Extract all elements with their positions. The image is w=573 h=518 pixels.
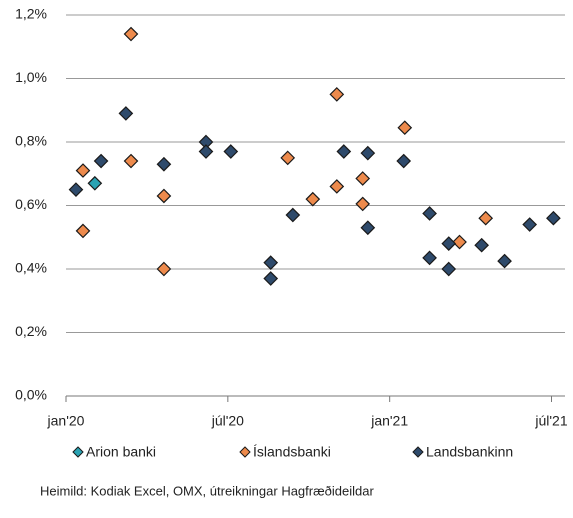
y-tick-label: 0,2% xyxy=(15,323,47,339)
point xyxy=(360,220,376,236)
point xyxy=(441,261,457,277)
point xyxy=(360,145,376,161)
point xyxy=(118,106,134,121)
y-tick-label: 0,4% xyxy=(15,260,47,276)
legend-label: Íslandsbanki xyxy=(253,444,331,460)
point xyxy=(156,261,172,277)
point xyxy=(329,87,345,102)
source: Heimild: Kodiak Excel, OMX, útreikningar… xyxy=(40,483,374,498)
point xyxy=(422,250,437,266)
y-tick-label: 1,2% xyxy=(15,6,47,22)
point xyxy=(93,153,109,169)
x-tick-label: júl'21 xyxy=(534,413,567,429)
point xyxy=(263,255,279,270)
point xyxy=(75,163,91,178)
x-tick-label: jan'21 xyxy=(370,413,408,429)
y-tick-label: 0,0% xyxy=(15,387,47,403)
legend-marker xyxy=(72,446,84,458)
y-tick-label: 1,0% xyxy=(15,69,47,85)
point xyxy=(156,188,172,204)
point xyxy=(123,26,139,42)
point xyxy=(497,253,512,269)
point xyxy=(478,210,494,226)
point xyxy=(263,271,279,286)
point xyxy=(396,153,412,169)
legend-marker xyxy=(239,446,251,458)
point xyxy=(546,210,561,226)
point xyxy=(522,217,538,232)
point xyxy=(223,144,239,159)
point xyxy=(441,236,457,251)
point xyxy=(355,196,371,212)
point xyxy=(68,182,84,197)
point xyxy=(355,171,371,186)
point xyxy=(474,237,490,253)
point xyxy=(123,153,139,169)
point xyxy=(452,234,467,250)
point xyxy=(422,206,437,221)
point xyxy=(198,144,214,159)
legend-label: Landsbankinn xyxy=(426,444,513,460)
y-tick-label: 0,8% xyxy=(15,133,47,149)
x-tick-label: júl'20 xyxy=(211,413,244,429)
point xyxy=(75,223,91,239)
point xyxy=(329,179,345,194)
point xyxy=(156,156,172,172)
point xyxy=(87,175,103,191)
point xyxy=(336,144,352,159)
legend-label: Arion banki xyxy=(86,444,156,460)
point xyxy=(397,120,413,136)
y-tick-label: 0,6% xyxy=(15,196,47,212)
legend-marker xyxy=(412,446,424,458)
point xyxy=(305,191,321,207)
point xyxy=(285,207,301,223)
x-tick-label: jan'20 xyxy=(47,413,85,429)
point xyxy=(280,150,296,166)
